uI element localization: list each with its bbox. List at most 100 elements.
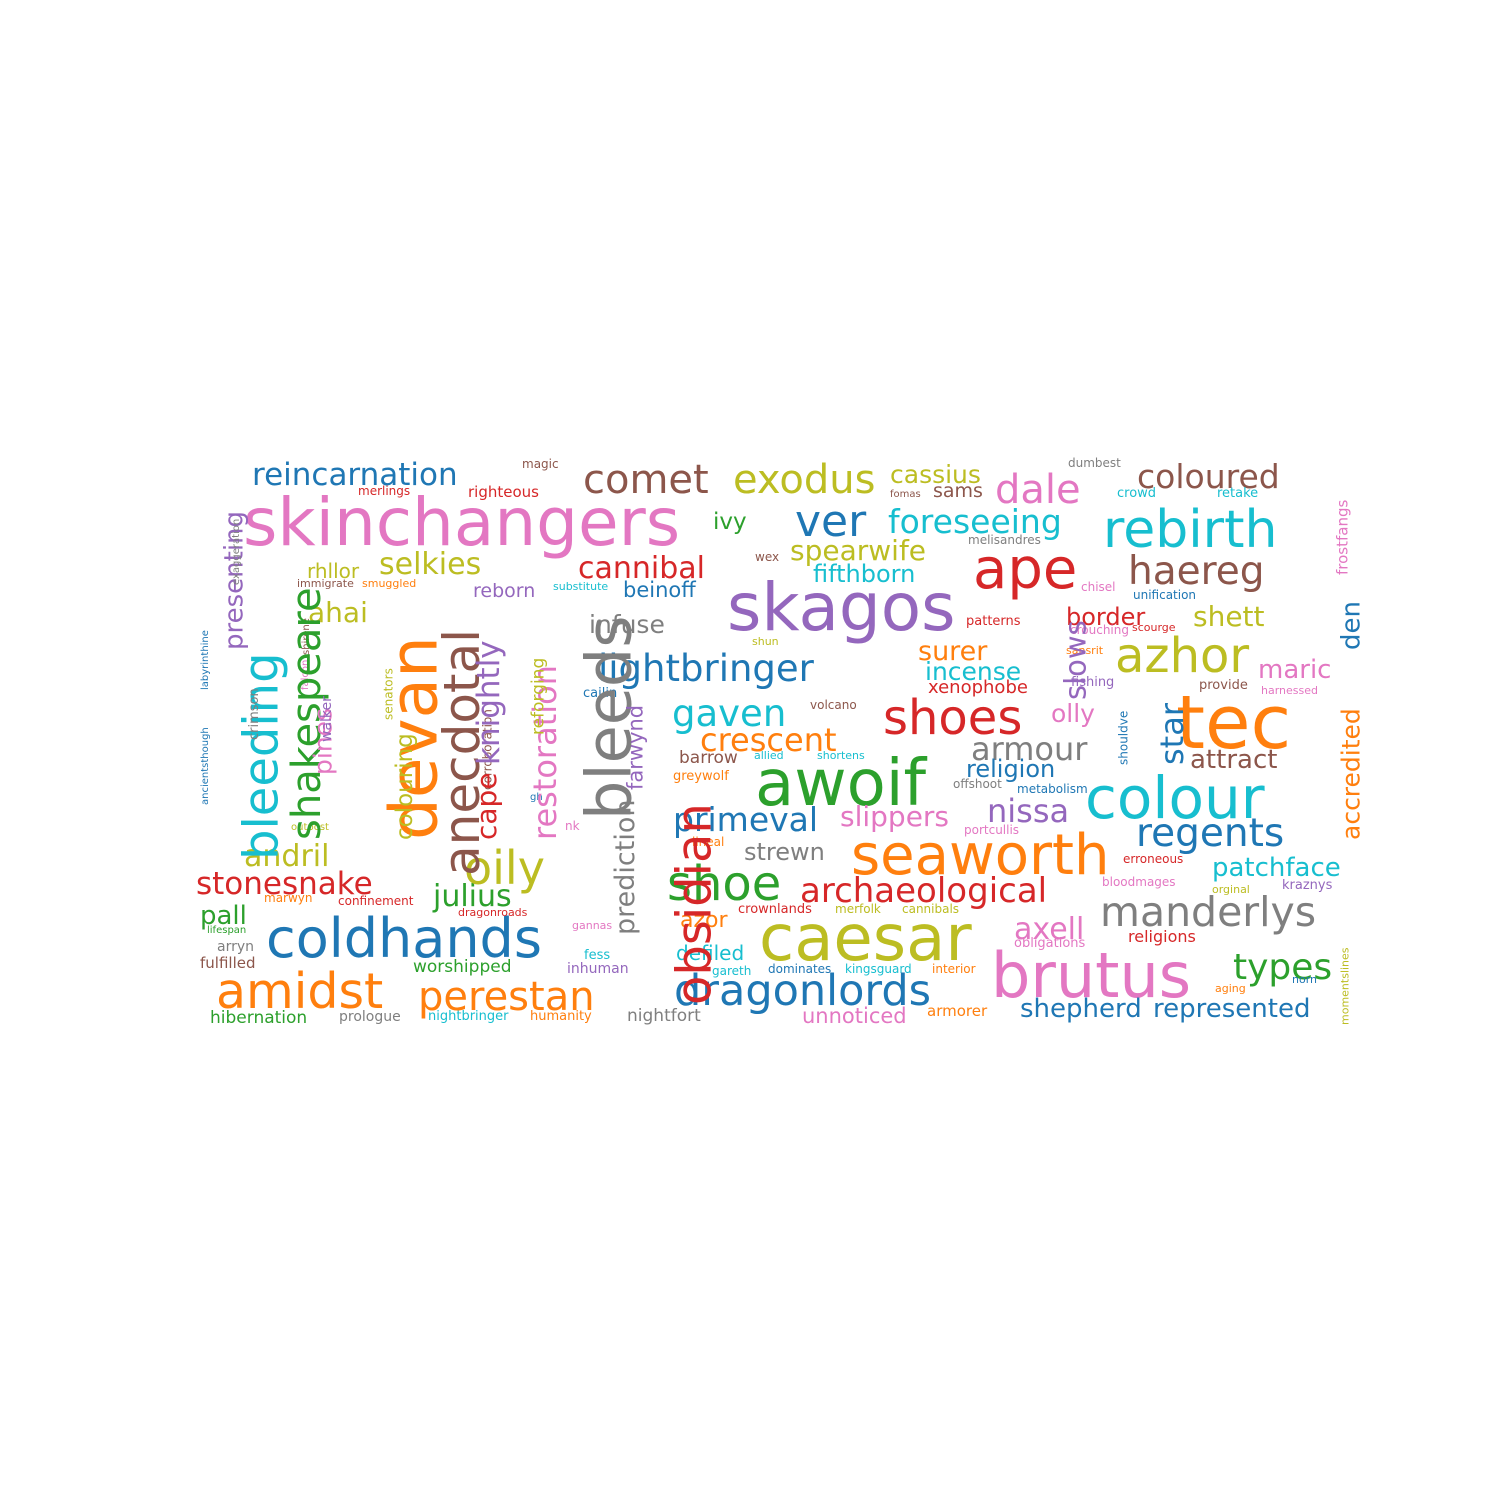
word-cassius: cassius <box>890 460 981 489</box>
word-dumbest: dumbest <box>1068 456 1121 470</box>
word-erroneous: erroneous <box>1123 852 1183 866</box>
word-retake: retake <box>1217 486 1258 501</box>
word-marwyn: marwyn <box>264 891 313 905</box>
word-portcullis: portcullis <box>964 823 1019 837</box>
word-stonesnake: stonesnake <box>196 866 373 902</box>
word-exaggeration: exaggeration <box>231 519 242 585</box>
word-types: types <box>1233 947 1332 988</box>
word-smuggled: smuggled <box>362 577 416 590</box>
word-pines: pines <box>309 708 338 775</box>
word-nightfort: nightfort <box>627 1006 701 1026</box>
word-primeval: primeval <box>673 800 818 839</box>
word-axell: axell <box>1014 912 1084 947</box>
word-ivy: ivy <box>713 509 747 535</box>
word-seaworth: seaworth <box>851 823 1109 888</box>
word-crimson: crimson <box>247 688 262 740</box>
word-obligations: obligations <box>1014 936 1086 951</box>
word-dragonlords: dragonlords <box>674 966 931 1016</box>
word-cannibals: cannibals <box>902 902 959 916</box>
word-nissa: nissa <box>987 792 1069 830</box>
word-strewn: strewn <box>744 838 825 866</box>
word-dominates: dominates <box>768 962 831 976</box>
word-substitute: substitute <box>553 580 608 593</box>
word-accredited: accredited <box>1337 708 1366 840</box>
word-rebirth: rebirth <box>1103 500 1277 560</box>
word-slippers: slippers <box>840 800 949 833</box>
word-coloured: coloured <box>1137 457 1280 496</box>
word-fomas: fomas <box>890 489 921 500</box>
word-knightly: knightly <box>471 640 507 765</box>
word-oily: oily <box>464 841 545 895</box>
word-inhuman: inhuman <box>567 961 629 977</box>
word-patchface: patchface <box>1212 853 1341 883</box>
word-skinchangers: skinchangers <box>243 484 680 561</box>
word-cannibal: cannibal <box>578 551 705 586</box>
word-border: border <box>1066 603 1145 631</box>
word-selkies: selkies <box>379 547 481 582</box>
word-andril: andril <box>244 839 329 874</box>
word-shouldve: shouldve <box>1116 711 1130 765</box>
word-shirene: shirene <box>301 618 312 655</box>
word-worshipped: worshipped <box>413 957 511 977</box>
word-beinoff: beinoff <box>623 578 696 602</box>
word-orginal: orginal <box>1212 883 1250 896</box>
word-farwynd: farwynd <box>623 705 647 790</box>
word-ver: ver <box>795 496 867 547</box>
word-regents: regents <box>1136 811 1284 856</box>
word-ape: ape <box>973 537 1077 602</box>
word-foreseeing: foreseeing <box>888 502 1062 541</box>
word-represented: represented <box>1153 994 1310 1024</box>
word-arryn: arryn <box>217 939 254 955</box>
word-bleeding: bleeding <box>233 652 289 860</box>
word-reincarnation: reincarnation <box>252 457 458 493</box>
word-shepherd: shepherd <box>1020 994 1142 1024</box>
word-shoe: shoe <box>667 856 781 912</box>
word-provide: provide <box>1199 678 1248 693</box>
word-gaven: gaven <box>672 692 786 735</box>
word-ahai: ahai <box>308 596 368 629</box>
word-kraznys: kraznys <box>1282 878 1333 893</box>
word-crownlands: crownlands <box>738 902 812 917</box>
word-gareth: gareth <box>712 964 751 978</box>
word-shett: shett <box>1193 600 1265 633</box>
word-obsidian: obsidian <box>666 803 722 1005</box>
word-colour: colour <box>1085 764 1265 832</box>
word-kingsguard: kingsguard <box>845 962 912 976</box>
word-restoration: restoration <box>526 665 564 840</box>
word-julius: julius <box>432 879 512 914</box>
word-prologue: prologue <box>339 1009 401 1025</box>
word-fess: fess <box>584 948 610 963</box>
word-dragonroads: dragonroads <box>458 906 528 919</box>
word-fifthborn: fifthborn <box>813 560 915 588</box>
word-fishing: fishing <box>1071 675 1114 690</box>
word-awoif: awoif <box>755 747 928 821</box>
word-norn: norn <box>1292 973 1317 986</box>
word-nightbringer: nightbringer <box>428 1009 509 1024</box>
word-allied: allied <box>754 749 784 762</box>
word-spearwife: spearwife <box>790 534 926 567</box>
word-exodus: exodus <box>733 457 875 503</box>
word-shun: shun <box>752 635 779 648</box>
word-den: den <box>1336 601 1366 650</box>
word-merlings: merlings <box>358 484 410 498</box>
word-greywolf: greywolf <box>673 769 729 784</box>
word-presenting: presenting <box>219 511 249 650</box>
word-perestan: perestan <box>418 974 595 1020</box>
word-scourge: scourge <box>1132 621 1176 634</box>
word-crowd: crowd <box>1117 486 1156 501</box>
word-immigrate: immigrate <box>297 577 354 590</box>
word-pall: pall <box>200 901 247 931</box>
word-infuse: infuse <box>589 610 665 639</box>
word-tec: tec <box>1176 680 1291 766</box>
word-outpost: outpost <box>291 822 329 833</box>
word-senators: senators <box>381 668 395 720</box>
word-surer: surer <box>918 636 988 667</box>
word-armour: armour <box>971 730 1088 768</box>
word-unnoticed: unnoticed <box>802 1004 907 1028</box>
word-aging: aging <box>1215 982 1246 995</box>
word-nk: nk <box>565 819 580 833</box>
word-anecdotal: anecdotal <box>433 629 491 876</box>
word-labyrinthine: labyrinthine <box>200 630 211 690</box>
word-haereg: haereg <box>1128 549 1265 594</box>
